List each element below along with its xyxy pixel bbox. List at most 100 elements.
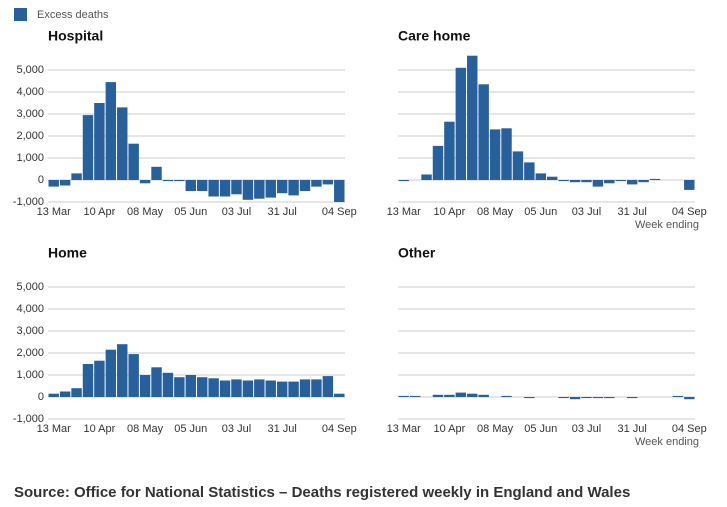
bar xyxy=(334,180,345,202)
bar xyxy=(139,180,151,184)
bar xyxy=(569,397,581,400)
bar xyxy=(684,180,695,190)
y-tick-label: 4,000 xyxy=(16,86,44,98)
y-tick-label: 3,000 xyxy=(16,108,44,120)
x-tick-label: 03 Jul xyxy=(572,423,601,435)
bar xyxy=(94,360,105,397)
bar xyxy=(398,395,409,397)
bar xyxy=(71,388,82,397)
bar xyxy=(231,379,242,397)
bar xyxy=(524,397,535,399)
x-tick-label: 08 May xyxy=(477,206,514,218)
bar xyxy=(398,180,409,182)
bar xyxy=(478,84,489,180)
x-tick-label: 04 Sep xyxy=(322,423,357,435)
bar xyxy=(512,151,524,180)
bar xyxy=(581,397,592,399)
y-tick-label: -1,000 xyxy=(13,413,44,425)
bar xyxy=(94,103,105,180)
x-tick-label: 31 Jul xyxy=(267,206,296,218)
bar xyxy=(105,82,117,180)
bar xyxy=(139,375,151,397)
x-tick-label: 31 Jul xyxy=(617,423,646,435)
legend-label: Excess deaths xyxy=(37,9,109,21)
x-tick-label: 13 Mar xyxy=(37,423,72,435)
bar xyxy=(467,393,478,397)
bar xyxy=(299,180,311,191)
bar xyxy=(208,378,219,397)
x-tick-label: 10 Apr xyxy=(433,423,465,435)
x-tick-label: 13 Mar xyxy=(387,423,422,435)
bar xyxy=(174,180,185,182)
bar xyxy=(174,377,185,397)
bar xyxy=(604,397,615,399)
bar xyxy=(82,364,94,397)
panel-title: Hospital xyxy=(48,28,103,44)
bar xyxy=(432,394,444,397)
bar xyxy=(128,354,139,397)
bar xyxy=(59,391,71,397)
bar xyxy=(501,395,512,397)
x-tick-label: 31 Jul xyxy=(267,423,296,435)
bar xyxy=(501,128,512,180)
bar xyxy=(254,379,265,397)
bar xyxy=(162,180,174,182)
y-tick-label: 5,000 xyxy=(16,281,44,293)
bar xyxy=(185,375,196,397)
bar xyxy=(592,180,604,187)
x-tick-label: 08 May xyxy=(127,206,164,218)
bar xyxy=(288,180,299,196)
source: Source: Office for National Statistics –… xyxy=(14,484,630,501)
bar xyxy=(185,180,196,191)
x-tick-label: 13 Mar xyxy=(37,206,72,218)
x-tick-label: 08 May xyxy=(477,423,514,435)
x-tick-label: 10 Apr xyxy=(83,206,115,218)
y-tick-label: 2,000 xyxy=(16,347,44,359)
bar xyxy=(265,380,276,397)
bar xyxy=(117,344,128,397)
bar xyxy=(524,162,535,180)
x-tick-label: 03 Jul xyxy=(222,206,251,218)
bar xyxy=(558,397,569,399)
bar xyxy=(231,180,242,195)
x-axis-label: Week ending xyxy=(635,219,699,231)
bar xyxy=(105,349,117,397)
bar xyxy=(219,180,231,197)
bar xyxy=(322,180,334,185)
bar xyxy=(254,180,265,199)
x-tick-label: 05 Jun xyxy=(524,206,557,218)
x-tick-label: 04 Sep xyxy=(672,423,707,435)
panel-title: Care home xyxy=(398,28,471,44)
bar xyxy=(581,180,592,183)
y-tick-label: 2,000 xyxy=(16,130,44,142)
bar xyxy=(242,180,254,200)
y-tick-label: 1,000 xyxy=(16,152,44,164)
bar xyxy=(684,397,695,400)
x-tick-label: 31 Jul xyxy=(617,206,646,218)
x-axis-label: Week ending xyxy=(635,436,699,448)
bar xyxy=(322,376,334,397)
bar xyxy=(276,381,288,397)
bar xyxy=(162,372,174,397)
bar xyxy=(48,180,59,187)
bar xyxy=(197,377,208,397)
y-tick-label: 4,000 xyxy=(16,303,44,315)
bar xyxy=(151,367,162,397)
bar xyxy=(59,180,71,186)
bar xyxy=(288,381,299,397)
bar xyxy=(672,395,684,397)
bar xyxy=(334,393,345,397)
y-tick-label: 3,000 xyxy=(16,325,44,337)
bar xyxy=(421,174,432,180)
x-tick-label: 10 Apr xyxy=(83,423,115,435)
x-tick-label: 08 May xyxy=(127,423,164,435)
bar xyxy=(535,173,546,180)
x-tick-label: 04 Sep xyxy=(322,206,357,218)
y-tick-label: 1,000 xyxy=(16,369,44,381)
x-tick-label: 13 Mar xyxy=(387,206,422,218)
bar xyxy=(71,173,82,180)
panel-title: Home xyxy=(48,245,87,261)
y-tick-label: 0 xyxy=(38,391,44,403)
panel-title: Other xyxy=(398,245,436,261)
